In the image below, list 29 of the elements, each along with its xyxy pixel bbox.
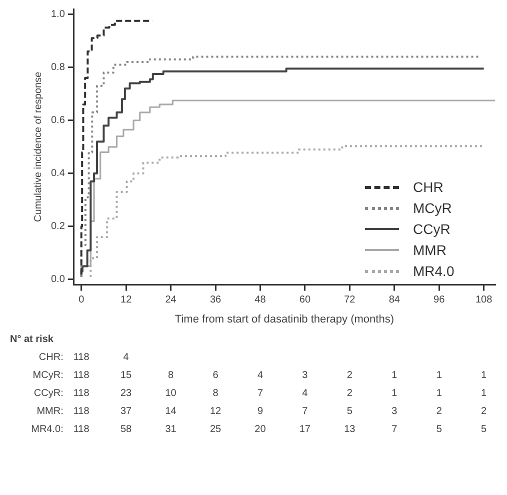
y-tick-label: 0.2 <box>50 221 66 232</box>
x-tick-label: 0 <box>78 294 85 306</box>
x-tick-label: 48 <box>254 294 266 306</box>
y-tick-label: 0.0 <box>50 274 66 286</box>
x-tick-label: 24 <box>165 294 177 306</box>
text: MMR: 118 37 14 12 9 7 5 3 2 2 <box>36 406 487 417</box>
y-tick-label: 0.8 <box>50 62 66 74</box>
text: MR4.0: 118 58 31 25 20 17 13 7 5 5 <box>31 424 487 435</box>
text: CHR: 118 4 <box>38 352 129 363</box>
y-tick-label: 1.0 <box>50 9 66 20</box>
y-tick-label: 0.6 <box>50 115 66 126</box>
legend-label: CHR <box>413 179 444 196</box>
text: N° at risk <box>9 334 54 347</box>
x-axis-title: Time from start of dasatinib therapy (months) <box>174 313 394 326</box>
y-axis-title: Cumulative incidence of response <box>32 71 44 222</box>
x-tick-label: 96 <box>434 294 446 306</box>
y-tick-label: 0.4 <box>50 168 66 180</box>
x-tick-label: 60 <box>299 294 311 306</box>
x-tick-label: 108 <box>475 294 493 306</box>
x-tick-label: 36 <box>210 294 222 306</box>
legend-label: MCyR <box>413 200 452 216</box>
legend-label: MR4.0 <box>413 263 454 280</box>
text: MCyR: 118 15 8 6 4 3 2 1 1 1 <box>32 370 487 381</box>
x-tick-label: 84 <box>388 294 400 306</box>
legend-label: CCyR <box>413 221 450 238</box>
x-tick-label: 12 <box>120 294 132 306</box>
x-tick-label: 72 <box>344 294 356 306</box>
legend-label: MMR <box>413 242 446 258</box>
text: CCyR: 118 23 10 8 7 4 2 1 1 1 <box>34 388 487 399</box>
